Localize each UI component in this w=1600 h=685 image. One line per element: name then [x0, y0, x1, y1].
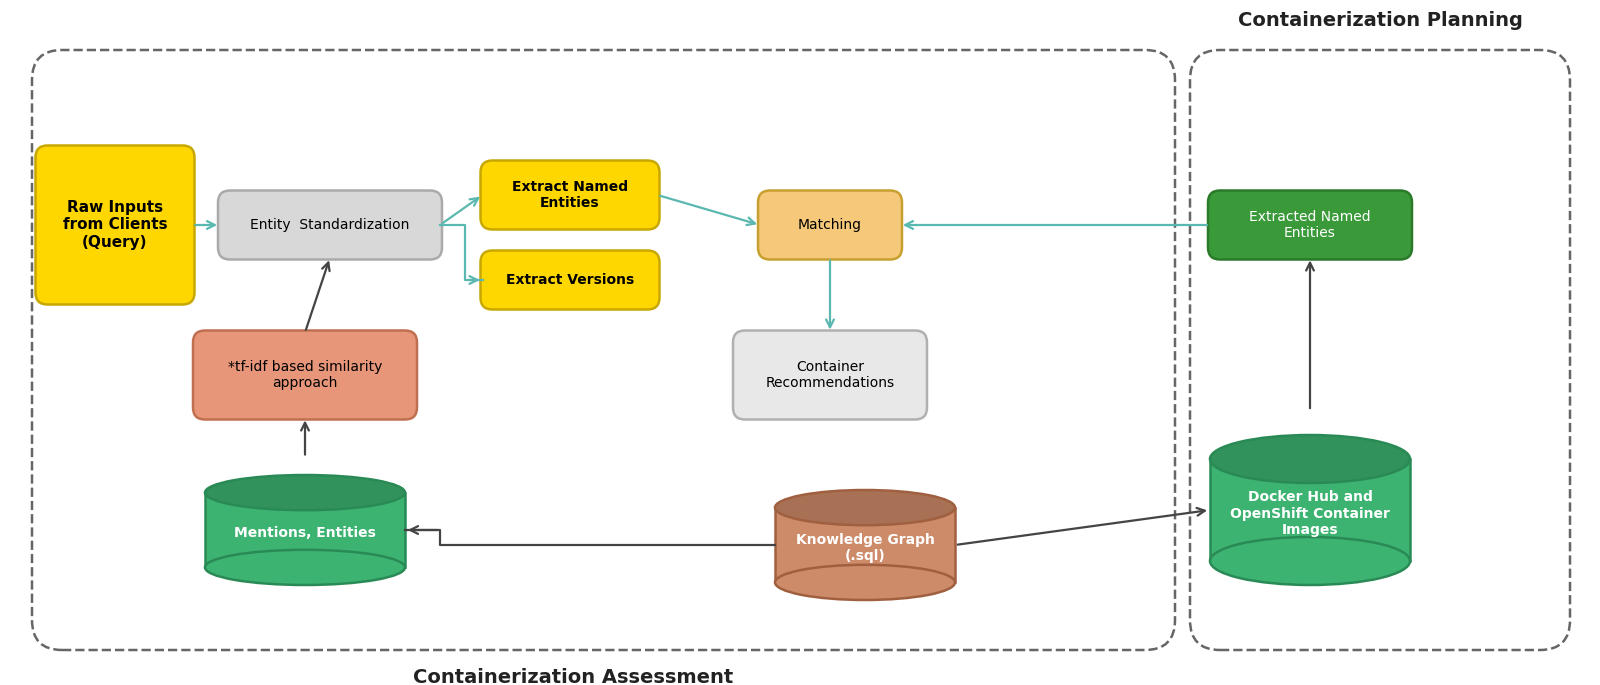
- FancyBboxPatch shape: [1208, 190, 1413, 260]
- Text: Extract Versions: Extract Versions: [506, 273, 634, 287]
- Ellipse shape: [774, 490, 955, 525]
- Text: *tf-idf based similarity
approach: *tf-idf based similarity approach: [227, 360, 382, 390]
- Text: Containerization Planning: Containerization Planning: [1237, 11, 1523, 30]
- FancyBboxPatch shape: [218, 190, 442, 260]
- Text: Docker Hub and
OpenShift Container
Images: Docker Hub and OpenShift Container Image…: [1230, 490, 1390, 537]
- FancyBboxPatch shape: [480, 160, 659, 229]
- Text: Extract Named
Entities: Extract Named Entities: [512, 180, 629, 210]
- FancyBboxPatch shape: [205, 493, 405, 567]
- FancyBboxPatch shape: [758, 190, 902, 260]
- Text: Matching: Matching: [798, 218, 862, 232]
- Text: Mentions, Entities: Mentions, Entities: [234, 525, 376, 540]
- FancyBboxPatch shape: [35, 145, 195, 305]
- FancyBboxPatch shape: [733, 330, 926, 419]
- FancyBboxPatch shape: [1210, 459, 1410, 561]
- Text: Knowledge Graph
(.sql): Knowledge Graph (.sql): [795, 532, 934, 563]
- Text: Extracted Named
Entities: Extracted Named Entities: [1250, 210, 1371, 240]
- Ellipse shape: [1210, 537, 1410, 585]
- FancyBboxPatch shape: [480, 251, 659, 310]
- Text: Container
Recommendations: Container Recommendations: [765, 360, 894, 390]
- Ellipse shape: [205, 550, 405, 585]
- Ellipse shape: [774, 565, 955, 600]
- Ellipse shape: [1210, 435, 1410, 483]
- FancyBboxPatch shape: [194, 330, 418, 419]
- Text: Containerization Assessment: Containerization Assessment: [413, 668, 734, 685]
- FancyBboxPatch shape: [774, 508, 955, 582]
- Ellipse shape: [205, 475, 405, 510]
- Text: Raw Inputs
from Clients
(Query): Raw Inputs from Clients (Query): [62, 200, 168, 250]
- Text: Entity  Standardization: Entity Standardization: [250, 218, 410, 232]
